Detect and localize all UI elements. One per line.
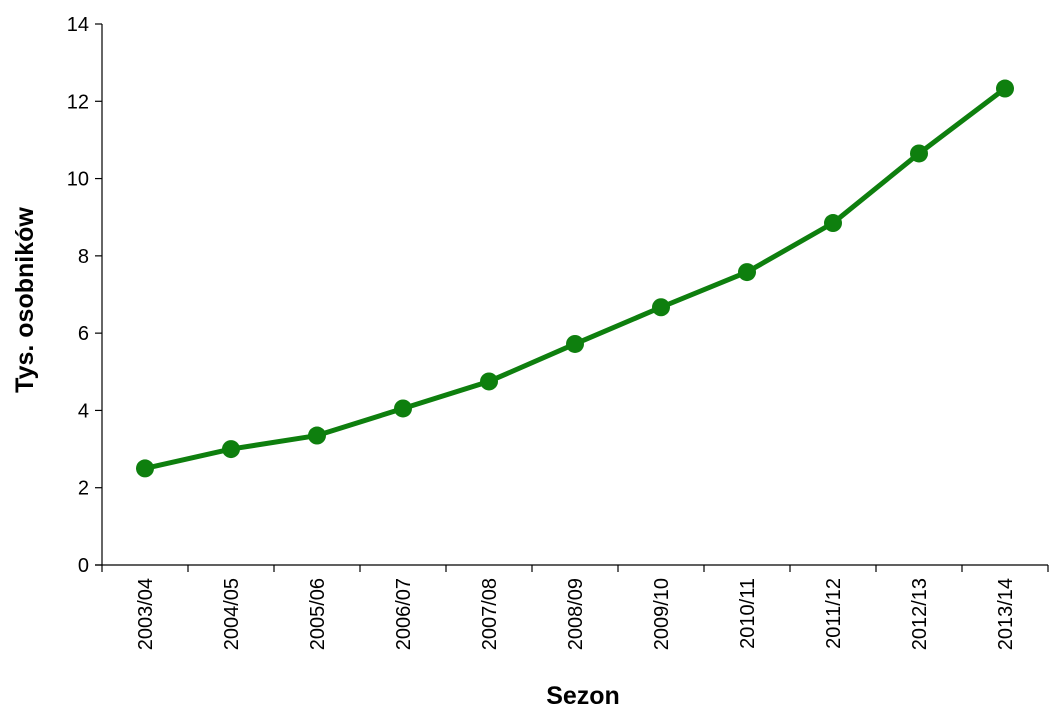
- x-axis-title: Sezon: [546, 682, 620, 710]
- data-point: [738, 263, 756, 282]
- x-tick-label: 2010/11: [737, 578, 759, 649]
- y-tick-label: 12: [67, 91, 89, 113]
- x-tick-label: 2013/14: [995, 578, 1017, 650]
- series-line: [142, 86, 1008, 471]
- x-tick-label: 2007/08: [479, 578, 501, 650]
- x-axis: 2003/04 2004/05 2005/06 2006/07 2007/08 2008/…: [95, 564, 1049, 650]
- x-tick-label: 2003/04: [135, 578, 157, 650]
- x-tick-label: 2011/12: [823, 578, 845, 649]
- data-point: [222, 440, 240, 459]
- y-tick-label: 10: [67, 169, 89, 191]
- data-point: [394, 399, 412, 418]
- y-tick-label: 4: [78, 400, 89, 422]
- data-point: [480, 372, 498, 391]
- x-tick-label: 2006/07: [393, 578, 415, 650]
- data-point: [652, 298, 670, 317]
- y-tick-label: 2: [78, 478, 89, 500]
- y-tick-label: 0: [78, 555, 89, 577]
- y-tick-label: 6: [78, 323, 89, 345]
- y-axis-title: Tys. osobników: [11, 207, 39, 393]
- data-point: [566, 334, 584, 353]
- x-tick-label: 2008/09: [565, 578, 587, 650]
- data-point: [308, 426, 326, 445]
- data-point: [824, 214, 842, 233]
- x-tick-label: 2012/13: [909, 578, 931, 650]
- series-layer: [136, 79, 1014, 478]
- data-point: [136, 459, 154, 478]
- data-point: [996, 79, 1014, 98]
- x-tick-label: 2004/05: [221, 578, 243, 650]
- y-axis: 0 2 4 6 8 10 12 14: [67, 14, 103, 577]
- y-tick-label: 14: [67, 14, 89, 36]
- x-tick-label: 2005/06: [307, 578, 329, 650]
- data-point: [910, 144, 928, 163]
- y-tick-label: 8: [78, 246, 89, 268]
- x-tick-label: 2009/10: [651, 578, 673, 650]
